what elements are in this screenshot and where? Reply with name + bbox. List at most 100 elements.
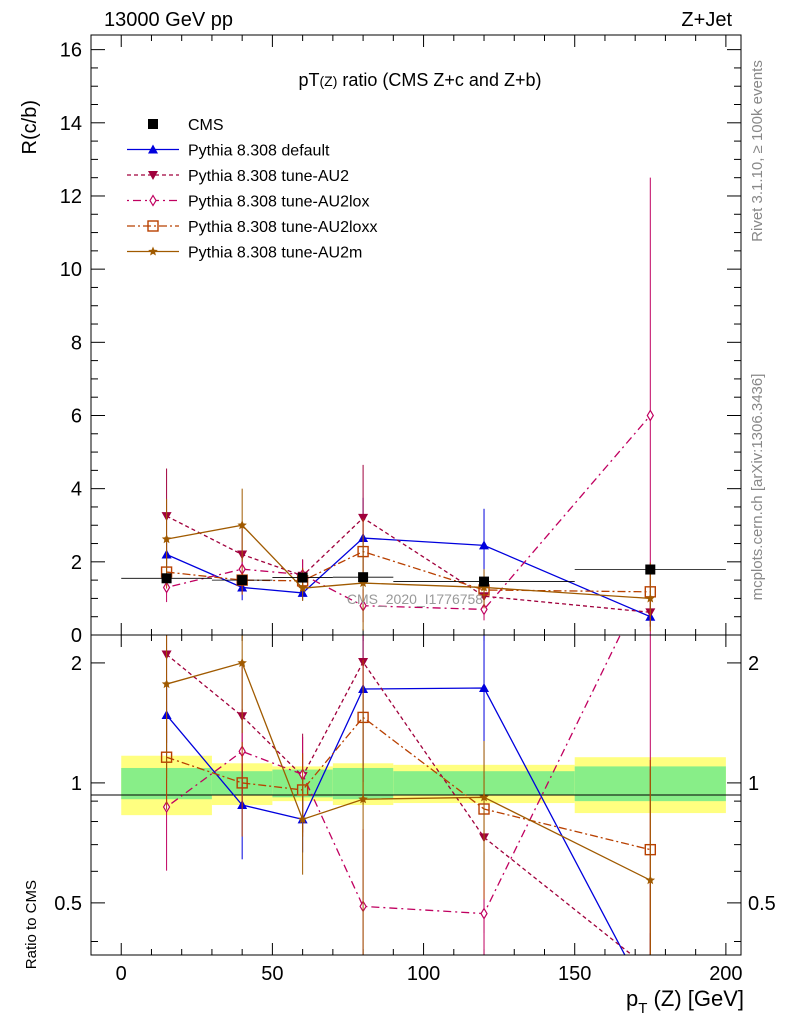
ratio-series	[162, 635, 651, 955]
x-axis-label-sub: T	[638, 1000, 647, 1017]
data-point	[148, 171, 158, 180]
data-point	[480, 603, 488, 616]
series-line	[166, 550, 651, 593]
chart-title-rest: ratio (CMS Z+c and Z+b)	[337, 70, 541, 90]
cms-data	[121, 564, 726, 587]
y-tick-label: 0	[71, 625, 82, 647]
ratio-tick-label-right: 1	[748, 773, 759, 795]
chart-title-sub: (Z)	[320, 73, 338, 89]
series-line	[166, 524, 651, 600]
data-point	[149, 194, 157, 207]
data-point	[645, 875, 656, 885]
data-point	[479, 792, 489, 802]
legend-item: Pythia 8.308 tune-AU2m	[127, 245, 362, 262]
series-line	[166, 515, 651, 613]
data-point	[297, 814, 308, 824]
x-axis-label-main: p	[626, 986, 638, 1011]
main-panel: 0 2 4 6 8 10 12 14 16 CMS_2020_I1776758 pT(Z) ra…	[60, 34, 742, 647]
main-plot-data	[121, 177, 726, 635]
data-point	[148, 119, 158, 129]
y-tick-label: 14	[60, 113, 82, 135]
data-point	[297, 572, 308, 583]
ratio-axis-label: Ratio to CMS	[23, 880, 40, 969]
legend-label: Pythia 8.308 tune-AU2	[188, 168, 349, 185]
ratio-line	[166, 653, 633, 955]
x-tick-label: 0	[116, 963, 127, 985]
data-point	[479, 540, 490, 550]
series	[161, 488, 656, 632]
data-point	[297, 583, 308, 593]
rivet-label: Rivet 3.1.10, ≥ 100k events	[749, 60, 766, 242]
y-tick-label: 10	[60, 259, 82, 281]
ratio-uncertainty-band	[121, 755, 726, 816]
ratio-tick-label-right: 0.5	[748, 893, 776, 915]
ratio-frame	[90, 634, 742, 956]
data-point	[645, 564, 656, 575]
legend-item: CMS	[148, 117, 224, 134]
y-tick-label: 2	[71, 552, 82, 574]
x-tick-label: 100	[407, 963, 440, 985]
legend-item: Pythia 8.308 tune-AU2loxx	[127, 219, 377, 236]
data-point	[479, 576, 490, 587]
data-point	[236, 777, 248, 789]
data-point	[358, 794, 368, 804]
series-line	[166, 537, 651, 618]
data-point	[148, 144, 158, 154]
legend-item: Pythia 8.308 tune-AU2	[127, 168, 349, 185]
chart-title-main: pT	[299, 70, 320, 90]
ratio-line	[166, 662, 651, 881]
ratio-line	[166, 687, 626, 955]
ratio-tick-label: 1	[71, 773, 82, 795]
y-tick-label: 6	[71, 405, 82, 427]
ratio-line	[166, 635, 622, 915]
main-axis-ticks: 0 2 4 6 8 10 12 14 16	[60, 35, 741, 647]
data-point	[147, 220, 159, 232]
data-point	[237, 520, 247, 530]
x-tick-label: 150	[558, 963, 591, 985]
data-point	[358, 513, 369, 523]
y-tick-label: 12	[60, 186, 82, 208]
ratio-plot-data	[160, 635, 657, 975]
ratio-tick-label: 2	[71, 653, 82, 675]
legend-item: Pythia 8.308 tune-AU2lox	[127, 194, 369, 211]
chart-title: pT(Z) ratio (CMS Z+c and Z+b)	[299, 70, 542, 90]
legend-label: Pythia 8.308 tune-AU2lox	[188, 194, 369, 211]
legend-label: Pythia 8.308 tune-AU2m	[188, 245, 362, 262]
process-label: Z+Jet	[681, 9, 732, 31]
x-tick-label: 200	[709, 963, 742, 985]
data-point	[479, 582, 489, 592]
data-point	[148, 246, 158, 256]
y-axis-label: R(c/b)	[19, 100, 41, 154]
legend-label: Pythia 8.308 tune-AU2loxx	[188, 219, 377, 236]
data-point	[479, 683, 490, 693]
data-point	[358, 578, 368, 588]
mcplots-label: mcplots.cern.ch [arXiv:1306.3436]	[749, 374, 766, 601]
legend-item: Pythia 8.308 default	[127, 143, 330, 160]
ratio-tick-label-right: 2	[748, 653, 759, 675]
data-point	[161, 679, 172, 689]
data-point	[161, 534, 172, 544]
series-line	[166, 415, 651, 611]
ratio-tick-label: 0.5	[54, 893, 82, 915]
legend-label: Pythia 8.308 default	[188, 143, 330, 160]
legend: CMS Pythia 8.308 default Pythia 8.308 tune…	[127, 117, 377, 262]
y-tick-label: 4	[71, 479, 82, 501]
ratio-panel: 0.5 0.5 1 1 2 2	[54, 634, 776, 975]
data-point	[237, 657, 247, 667]
x-axis-label-rest: (Z) [GeV]	[647, 986, 744, 1011]
y-tick-label: 8	[71, 332, 82, 354]
data-point	[237, 575, 248, 586]
ratio-line	[166, 716, 651, 851]
y-tick-label: 16	[60, 40, 82, 62]
data-point	[646, 409, 655, 422]
energy-label: 13000 GeV pp	[104, 9, 233, 31]
ratio-series	[161, 635, 651, 955]
ratio-series	[160, 659, 657, 955]
data-point	[645, 966, 655, 975]
x-tick-label: 50	[261, 963, 283, 985]
data-point	[480, 907, 488, 920]
watermark: CMS_2020_I1776758	[347, 591, 483, 607]
legend-label: CMS	[188, 117, 224, 134]
x-axis-label: pT (Z) [GeV]	[626, 986, 744, 1017]
